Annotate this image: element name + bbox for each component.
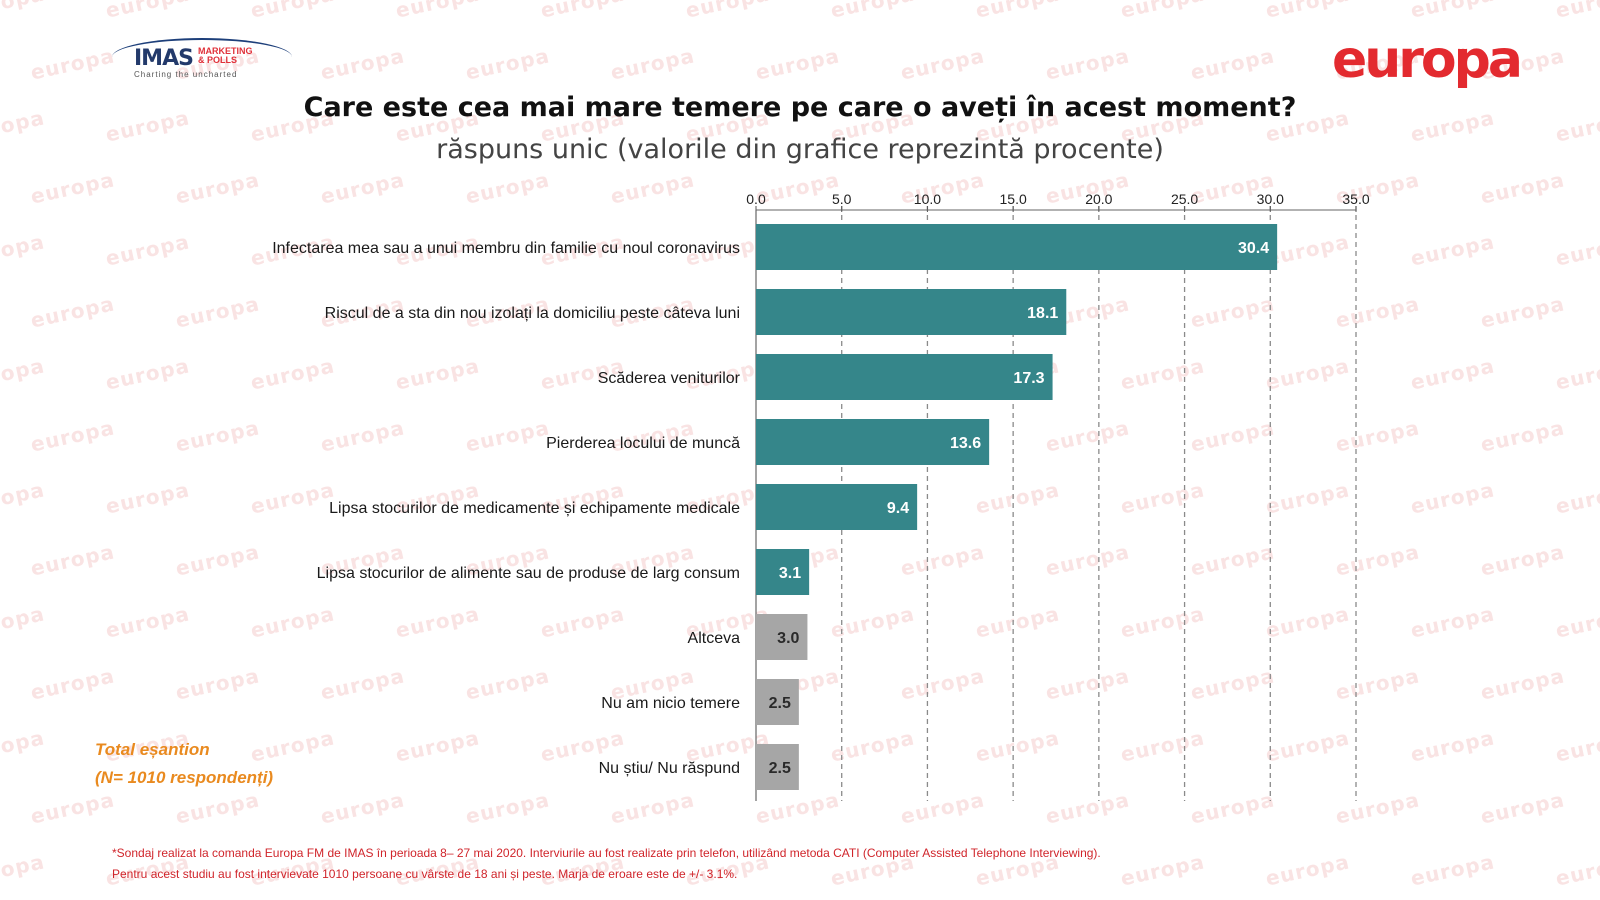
imas-logo: IMAS MARKETING & POLLS Charting the unch… [108,36,298,82]
bar [756,224,1278,270]
sample-note: Total eșantion (N= 1010 respondenți) [95,736,273,792]
tick-label: 20.0 [1085,191,1112,207]
chart-subtitle: răspuns unic (valorile din grafice repre… [436,134,1164,165]
imas-tagline: Charting the uncharted [134,70,238,79]
imas-logo-subtext: MARKETING & POLLS [198,47,253,65]
logo-arc-icon [112,38,292,76]
category-label: Lipsa stocurilor de alimente sau de prod… [317,565,740,582]
bar [756,549,810,595]
europa-fm-logo: europa fm [1332,30,1548,94]
sample-title: Total eșantion [95,740,210,759]
footnote-line-2: Pentru acest studiu au fost intervievate… [112,867,738,881]
category-label: Lipsa stocurilor de medicamente și echip… [329,500,740,517]
tick-label: 35.0 [1342,191,1369,207]
data-label: 2.5 [769,695,791,712]
chart-title: Care este cea mai mare temere pe care o … [303,92,1297,123]
tick-label: 10.0 [914,191,941,207]
data-label: 30.4 [1238,240,1269,257]
category-label: Pierderea locului de muncă [546,435,740,452]
data-label: 2.5 [769,760,791,777]
tick-label: 25.0 [1171,191,1198,207]
category-label: Altceva [688,630,741,647]
sample-size: (N= 1010 respondenți) [95,768,274,787]
category-label: Infectarea mea sau a unui membru din fam… [272,240,740,257]
bar [756,614,808,660]
imas-logo-sub1: MARKETING [198,46,253,56]
bar [756,419,990,465]
europa-logo-text: europa [1332,30,1523,90]
europa-logo-fm: fm [1450,36,1468,52]
imas-logo-text: IMAS [134,46,194,71]
bar [756,354,1053,400]
bar [756,679,799,725]
footnote: *Sondaj realizat la comanda Europa FM de… [112,843,1492,885]
tick-label: 5.0 [832,191,852,207]
data-label: 13.6 [950,435,981,452]
data-label: 3.0 [777,630,799,647]
data-label: 17.3 [1013,370,1044,387]
tick-label: 0.0 [746,191,766,207]
category-label: Riscul de a sta din nou izolați la domic… [325,305,740,322]
data-label: 9.4 [887,500,909,517]
data-label: 18.1 [1027,305,1058,322]
imas-logo-sub2: & POLLS [198,55,238,65]
data-label: 3.1 [779,565,801,582]
tick-label: 15.0 [1000,191,1027,207]
bar [756,289,1067,335]
footnote-line-1: *Sondaj realizat la comanda Europa FM de… [112,846,1101,860]
category-label: Nu știu/ Nu răspund [599,760,740,777]
bar [756,744,799,790]
bar [756,484,918,530]
tick-label: 30.0 [1257,191,1284,207]
category-label: Scăderea veniturilor [598,370,741,387]
category-label: Nu am nicio temere [601,695,740,712]
